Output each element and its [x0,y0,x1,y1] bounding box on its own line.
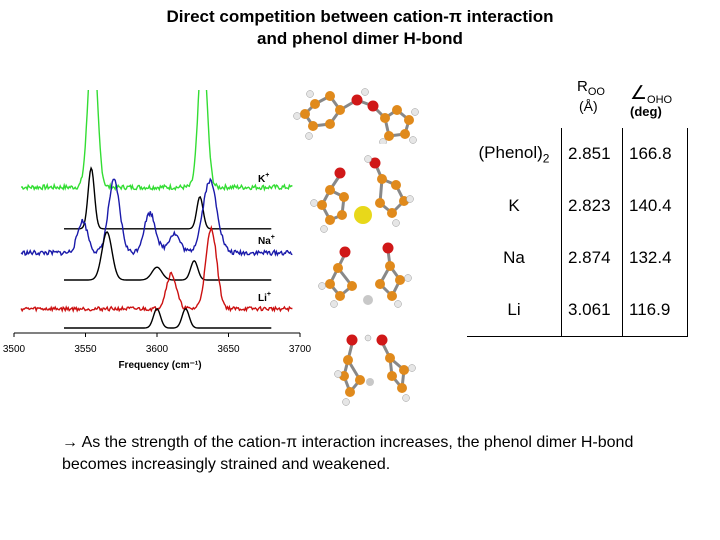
angle-value: 166.8 [622,128,688,180]
li-phenol-dimer-molecule-image [334,334,416,406]
right-arrow-icon: → [62,434,78,451]
roo-value: 2.874 [561,232,623,284]
potassium-ion-sphere [354,206,372,224]
x-tick-label: 3650 [217,344,240,355]
table-row: Li 3.061 116.9 [467,284,688,337]
roo-value: 2.823 [561,180,623,232]
trace-label-k: K+ [258,172,269,185]
table-row: K 2.823 140.4 [467,180,688,232]
row-label: Li [467,284,562,337]
phenol-dimer-molecule-image [293,88,419,144]
title-line-2: and phenol dimer H-bond [257,29,463,48]
ir-spectra-chart: 3500 3550 3600 3650 3700 K+ Na+ Li+ Frequenc… [3,90,312,371]
row-label: K [467,180,562,232]
row-label: (Phenol)2 [467,128,562,180]
spectrum-trace-4 [20,224,293,313]
roo-value: 2.851 [561,128,623,180]
trace-label-li: Li+ [258,291,271,304]
spectrum-trace-5 [64,307,272,329]
trace-label-na: Na+ [258,234,275,247]
spectra-traces [20,90,293,329]
x-axis-ticks: 3500 3550 3600 3650 3700 [3,333,312,355]
angle-header: ∠OHO [630,83,673,106]
angle-value: 140.4 [622,180,688,232]
x-tick-label: 3500 [3,344,26,355]
spectrum-trace-0 [20,90,293,192]
row-label: Na [467,232,562,284]
roo-header: ROO [577,78,605,98]
k-phenol-dimer-molecule-image [310,155,414,233]
x-tick-label: 3550 [74,344,97,355]
x-axis-label: Frequency (cm⁻¹) [118,360,201,371]
x-tick-label: 3700 [289,344,312,355]
spectrum-trace-3 [64,231,272,281]
spectrum-trace-2 [20,177,293,257]
conclusion-sentence: As the strength of the cation-π interact… [62,434,634,473]
table-row: (Phenol)2 2.851 166.8 [467,128,688,180]
na-phenol-dimer-molecule-image [318,242,412,308]
bond-parameter-table: (Phenol)2 2.851 166.8 K 2.823 140.4 Na 2… [467,128,688,337]
table-row: Na 2.874 132.4 [467,232,688,284]
lithium-ion-sphere [366,378,374,386]
roo-unit: (Å) [579,98,598,114]
x-tick-label: 3600 [146,344,169,355]
angle-unit: (deg) [630,104,662,119]
sodium-ion-sphere [363,295,373,305]
spectrum-trace-1 [64,166,272,230]
slide-title: Direct competition between cation-π inte… [0,6,720,50]
roo-value: 3.061 [561,284,623,337]
conclusion-text: → As the strength of the cation-π intera… [62,432,682,476]
angle-value: 116.9 [622,284,688,337]
angle-value: 132.4 [622,232,688,284]
title-line-1: Direct competition between cation-π inte… [166,7,554,26]
